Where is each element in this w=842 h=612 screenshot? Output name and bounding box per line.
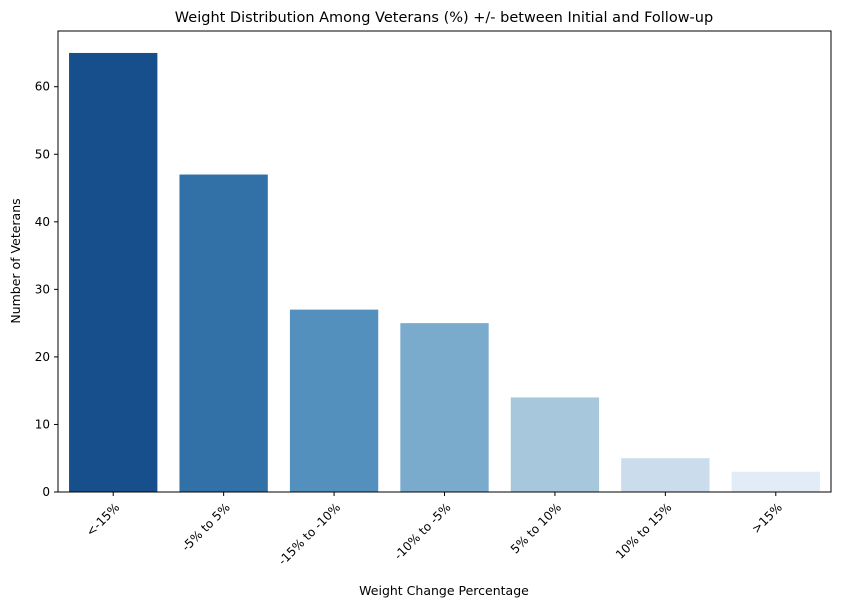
y-tick-label: 10 — [35, 417, 50, 431]
bar-5 — [621, 458, 710, 492]
y-tick-label: 30 — [35, 282, 50, 296]
bars-layer — [69, 52, 820, 493]
bar-4 — [510, 397, 600, 492]
y-tick-label: 60 — [35, 80, 50, 94]
bar-0 — [69, 52, 158, 492]
y-axis-label: Number of Veterans — [8, 198, 23, 323]
bar-3 — [400, 323, 489, 492]
bar-2 — [289, 309, 379, 492]
y-tick-label: 0 — [42, 485, 50, 499]
y-axis: 0 10 20 30 40 50 60 — [35, 80, 58, 499]
y-tick-label: 50 — [35, 147, 50, 161]
y-tick-label: 40 — [35, 215, 50, 229]
bar-1 — [179, 174, 268, 493]
chart-title: Weight Distribution Among Veterans (%) +… — [175, 10, 713, 26]
y-tick-label: 20 — [35, 350, 50, 364]
bar-6 — [731, 471, 820, 492]
x-axis-label: Weight Change Percentage — [359, 583, 529, 598]
